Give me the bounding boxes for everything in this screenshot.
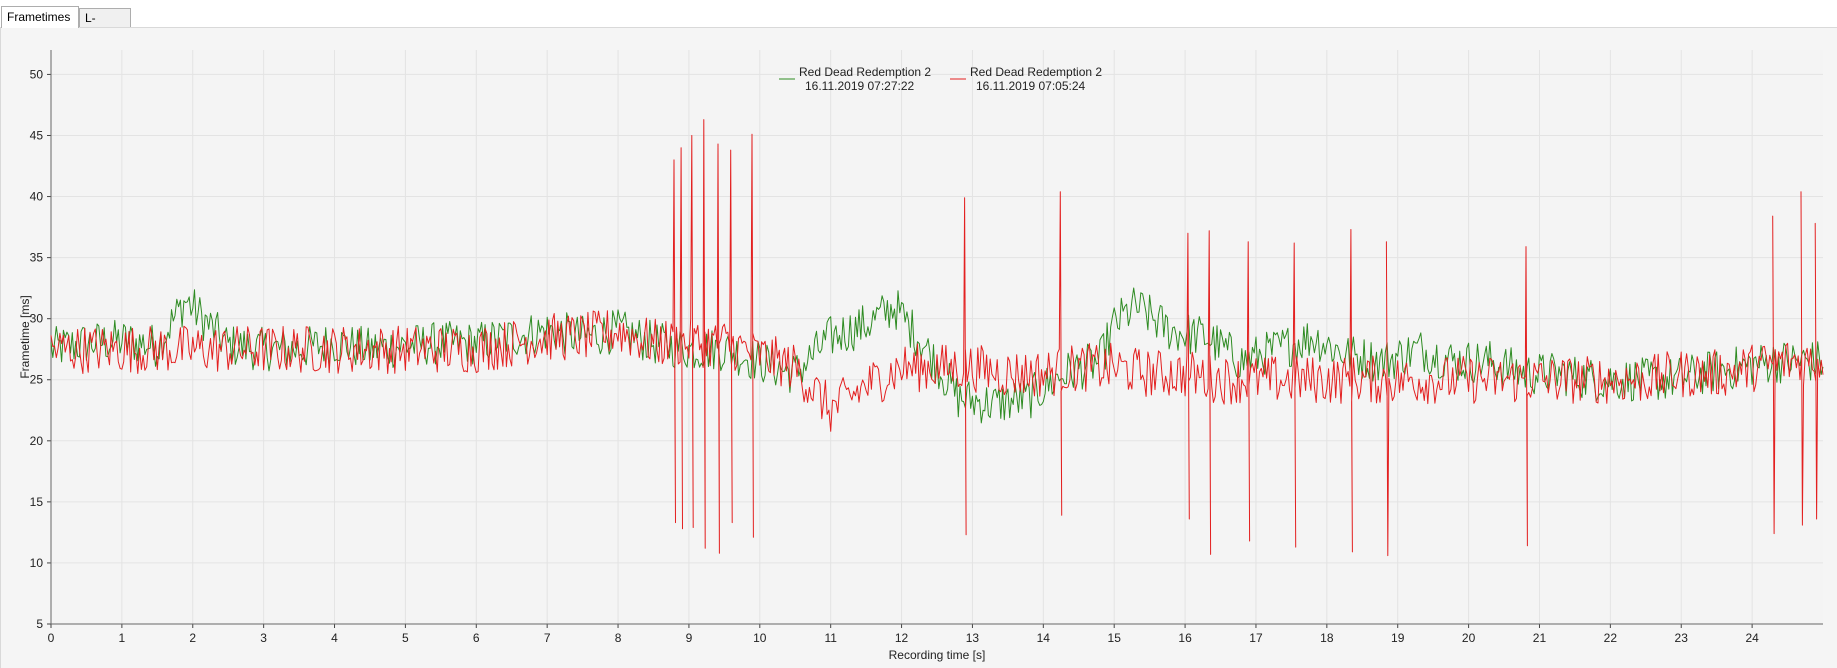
x-tick-label: 22: [1604, 631, 1618, 645]
x-tick-label: 9: [686, 631, 693, 645]
x-tick-label: 21: [1533, 631, 1547, 645]
x-tick-label: 18: [1320, 631, 1334, 645]
x-tick-label: 17: [1249, 631, 1263, 645]
y-tick-label: 25: [30, 373, 44, 387]
x-tick-label: 10: [753, 631, 767, 645]
x-tick-label: 8: [615, 631, 622, 645]
y-tick-label: 45: [30, 128, 44, 142]
x-tick-label: 23: [1675, 631, 1689, 645]
y-tick-label: 30: [30, 312, 44, 326]
x-tick-label: 2: [189, 631, 196, 645]
legend: Red Dead Redemption 2 16.11.2019 07:27:2…: [779, 65, 1102, 93]
x-tick-label: 12: [895, 631, 909, 645]
y-tick-label: 35: [30, 251, 44, 265]
x-tick-label: 1: [119, 631, 126, 645]
x-tick-label: 0: [48, 631, 55, 645]
tab-bar: Frametimes L-shape: [0, 0, 1837, 44]
x-tick-label: 20: [1462, 631, 1476, 645]
tab-bar-divider: [0, 27, 1837, 28]
frametime-chart: 0 1 2 3 4 5 6 7 8 9 10 11 12 13 14 15 16 17 18 19 20 21 22 23 24…: [18, 50, 1824, 662]
x-tick-label: 4: [331, 631, 338, 645]
x-tick-label: 14: [1037, 631, 1051, 645]
y-tick-label: 10: [30, 556, 44, 570]
x-tick-label: 3: [260, 631, 267, 645]
series-layer: [50, 119, 1824, 557]
y-tick-label: 5: [36, 617, 43, 631]
x-axis-label: Recording time [s]: [889, 648, 986, 662]
tab-l-shape[interactable]: L-shape: [79, 8, 131, 44]
x-tick-label: 19: [1391, 631, 1405, 645]
x-tick-label: 11: [824, 631, 837, 645]
x-tick-label: 13: [966, 631, 980, 645]
x-tick-label: 5: [402, 631, 409, 645]
y-tick-label: 20: [30, 434, 44, 448]
x-tick-label: 24: [1745, 631, 1759, 645]
axes: 0 1 2 3 4 5 6 7 8 9 10 11 12 13 14 15 16 17 18 19 20 21 22 23 24…: [30, 50, 1823, 645]
chart-panel: 0 1 2 3 4 5 6 7 8 9 10 11 12 13 14 15 16 17 18 19 20 21 22 23 24…: [0, 28, 1837, 668]
legend-entry-2-date: 16.11.2019 07:05:24: [976, 79, 1086, 93]
y-tick-label: 40: [30, 190, 44, 204]
tab-frametimes[interactable]: Frametimes: [1, 6, 79, 28]
x-tick-label: 6: [473, 631, 480, 645]
x-tick-label: 16: [1178, 631, 1192, 645]
legend-entry-1-date: 16.11.2019 07:27:22: [805, 79, 915, 93]
y-tick-label: 50: [30, 67, 44, 81]
x-tick-label: 7: [544, 631, 551, 645]
series-line-2: [50, 119, 1824, 557]
x-tick-label: 15: [1108, 631, 1122, 645]
y-axis-label: Frametime [ms]: [18, 295, 32, 378]
legend-entry-1-name: Red Dead Redemption 2: [799, 65, 931, 79]
y-tick-label: 15: [30, 495, 44, 509]
legend-entry-2-name: Red Dead Redemption 2: [970, 65, 1102, 79]
